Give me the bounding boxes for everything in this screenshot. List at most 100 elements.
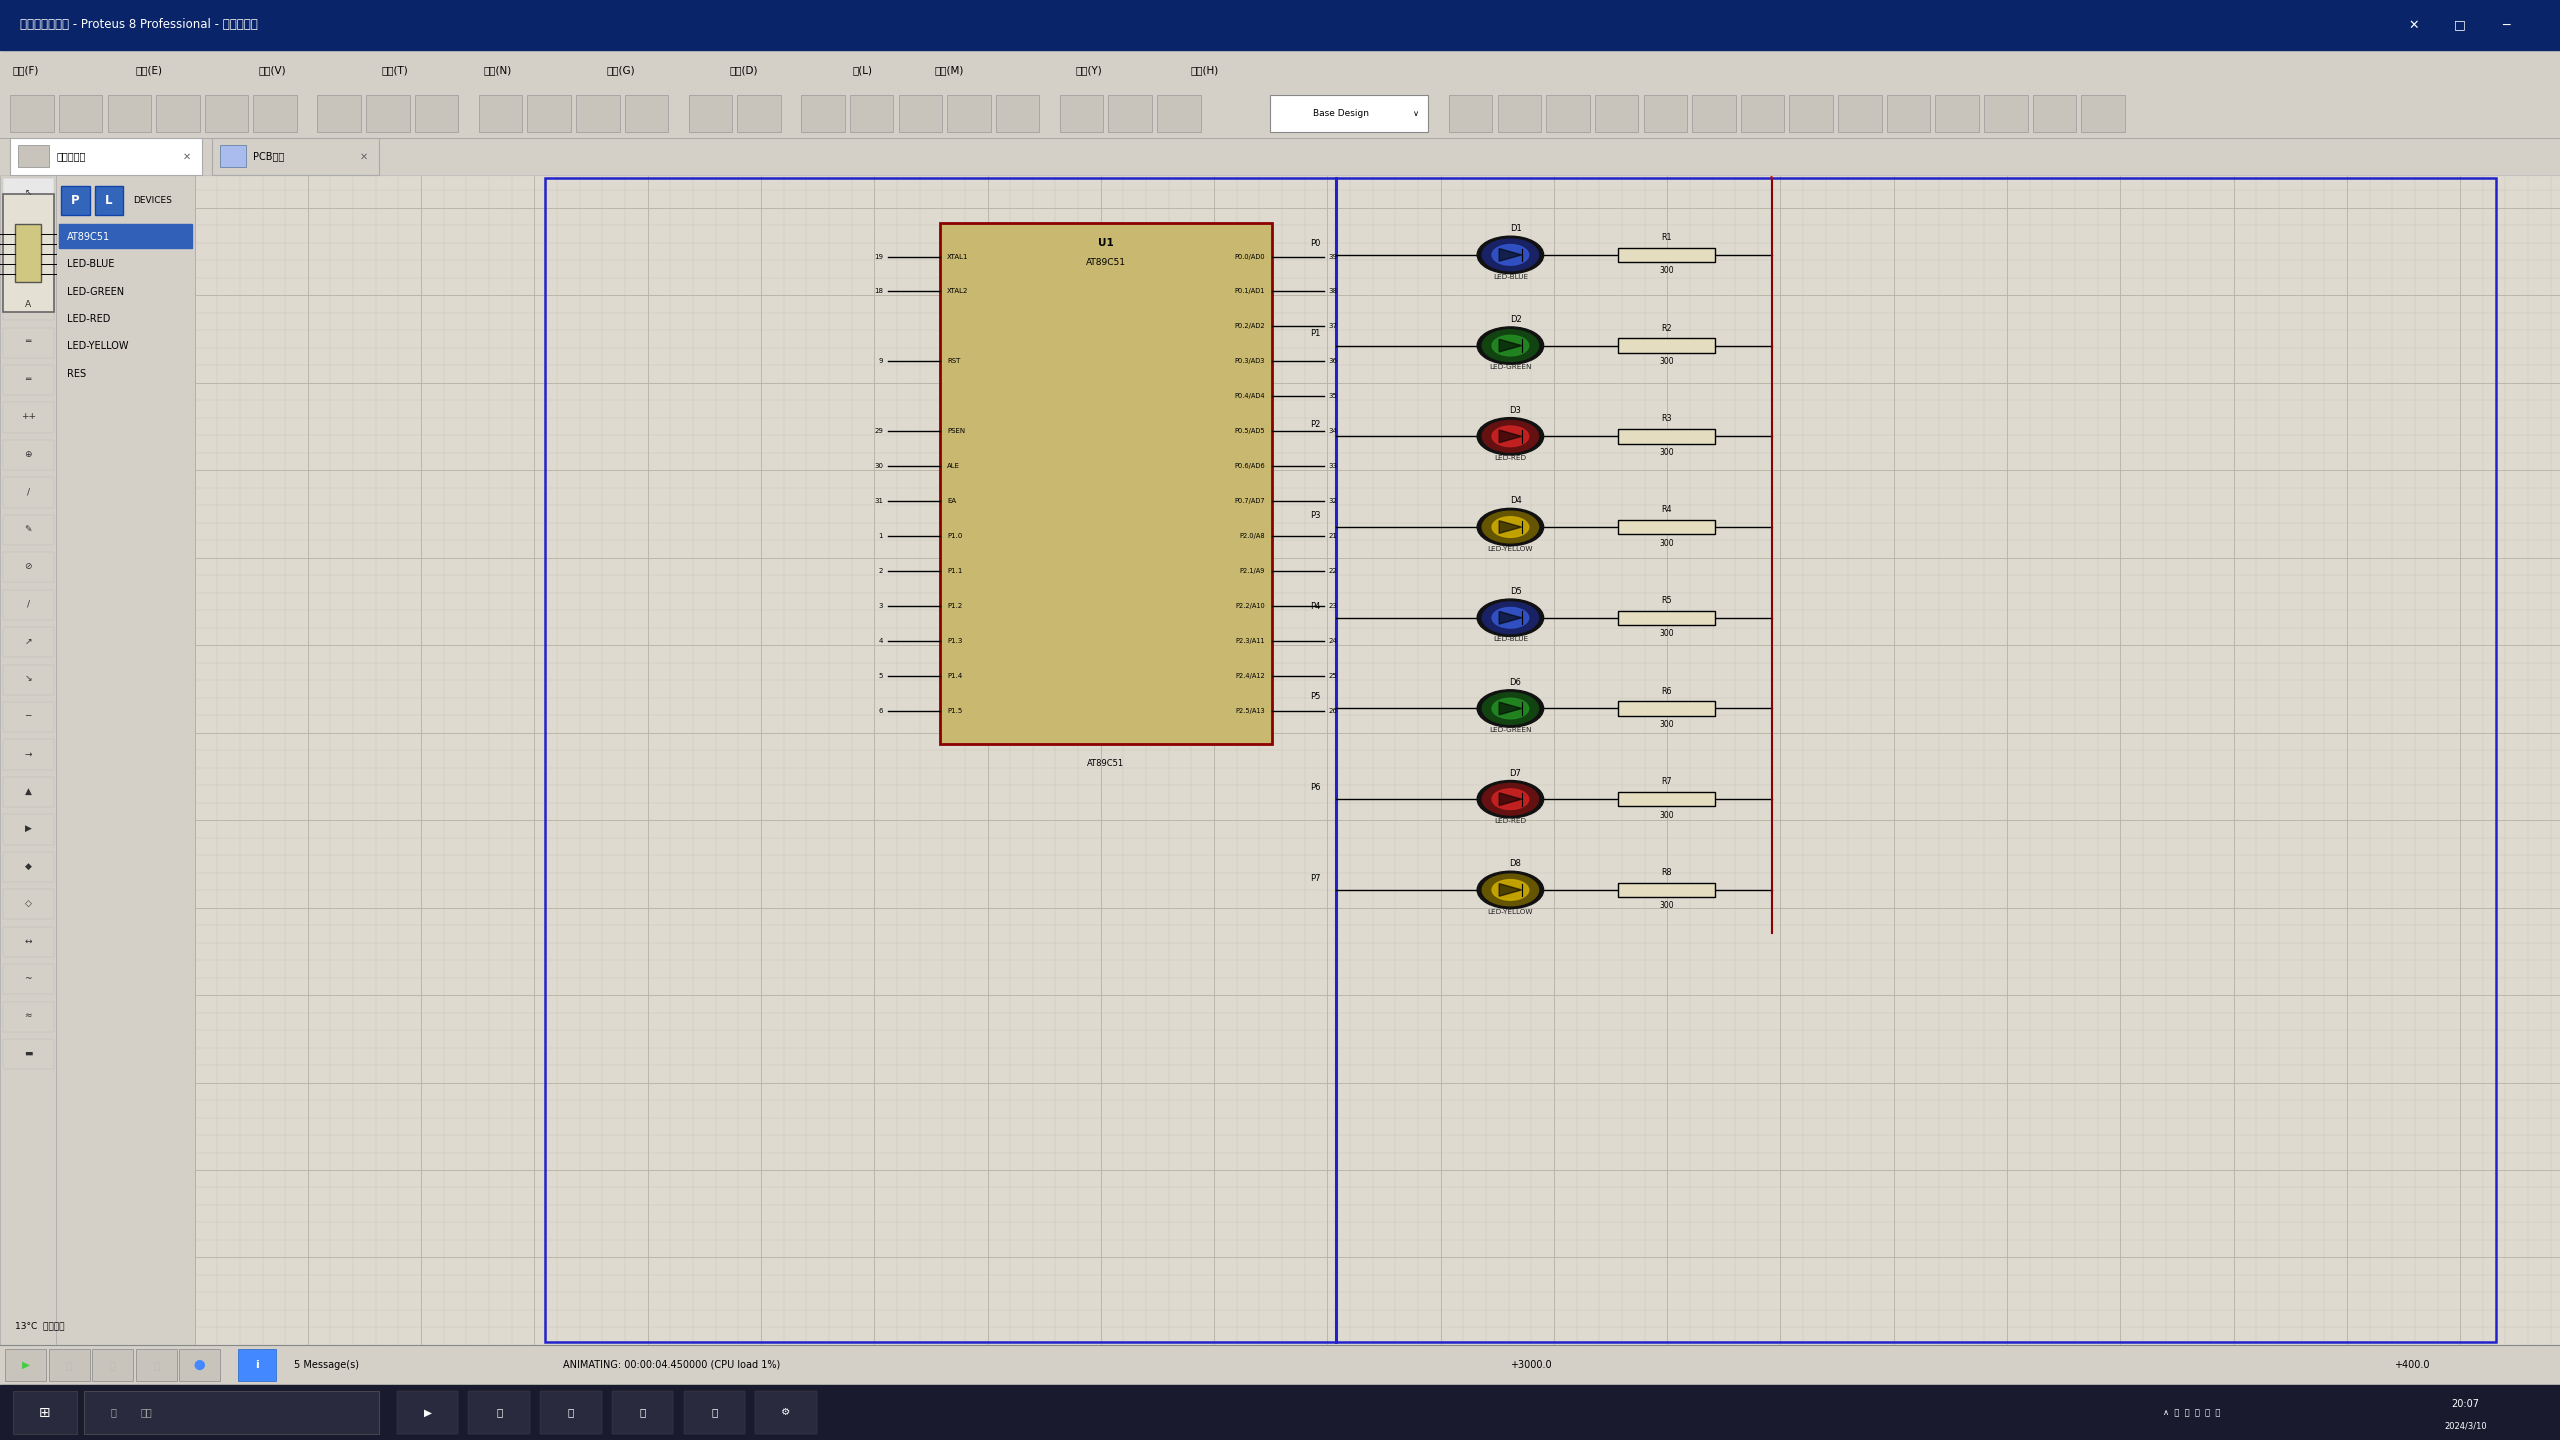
- Text: 搜索: 搜索: [141, 1407, 154, 1417]
- Bar: [3, 778, 54, 806]
- Text: DEVICES: DEVICES: [133, 196, 172, 206]
- Bar: [317, 95, 361, 132]
- Text: ═: ═: [26, 337, 31, 347]
- Bar: [1108, 95, 1152, 132]
- Bar: [3, 328, 54, 359]
- Text: P3: P3: [1311, 511, 1321, 520]
- Bar: [61, 187, 90, 216]
- Text: P1.1: P1.1: [947, 569, 963, 575]
- Text: 36: 36: [1329, 359, 1339, 364]
- Text: 原理图绘制: 原理图绘制: [56, 151, 84, 161]
- Bar: [3, 253, 54, 284]
- Text: LED-YELLOW: LED-YELLOW: [1487, 909, 1533, 914]
- Text: □: □: [2455, 19, 2465, 32]
- Circle shape: [1477, 327, 1544, 364]
- Text: 24: 24: [1329, 638, 1336, 644]
- Bar: [0, 50, 2560, 89]
- Bar: [801, 95, 845, 132]
- Text: 设计(N): 设计(N): [484, 65, 512, 75]
- Text: 📁: 📁: [497, 1407, 502, 1417]
- Circle shape: [1492, 336, 1528, 356]
- Text: RST: RST: [947, 359, 960, 364]
- Text: XTAL2: XTAL2: [947, 288, 968, 295]
- Polygon shape: [1500, 884, 1521, 896]
- Bar: [0, 174, 56, 1345]
- Text: XTAL1: XTAL1: [947, 253, 968, 261]
- Text: ANIMATING: 00:00:04.450000 (CPU load 1%): ANIMATING: 00:00:04.450000 (CPU load 1%): [563, 1359, 781, 1369]
- Bar: [195, 174, 2560, 1345]
- Bar: [1498, 95, 1541, 132]
- Text: A: A: [26, 300, 31, 310]
- Text: P1.2: P1.2: [947, 603, 963, 609]
- Circle shape: [1492, 245, 1528, 265]
- Text: ▶: ▶: [20, 1359, 31, 1369]
- Polygon shape: [1500, 793, 1521, 805]
- Text: LED-GREEN: LED-GREEN: [1490, 364, 1531, 370]
- Bar: [179, 1349, 220, 1381]
- Bar: [205, 95, 248, 132]
- Text: 26: 26: [1329, 708, 1336, 714]
- Text: 视图(V): 视图(V): [259, 65, 287, 75]
- Text: 30: 30: [873, 464, 883, 469]
- Text: LED-RED: LED-RED: [1495, 455, 1526, 461]
- Polygon shape: [1500, 431, 1521, 442]
- Text: D1: D1: [1510, 225, 1521, 233]
- Circle shape: [1492, 880, 1528, 900]
- Text: 📧: 📧: [640, 1407, 645, 1417]
- Bar: [10, 137, 202, 174]
- Text: LED-YELLOW: LED-YELLOW: [1487, 546, 1533, 552]
- Bar: [3, 740, 54, 769]
- Text: 库(L): 库(L): [852, 65, 873, 75]
- Text: ∨: ∨: [1413, 109, 1418, 118]
- Bar: [3, 888, 54, 920]
- Text: 4: 4: [878, 638, 883, 644]
- Bar: [3, 553, 54, 583]
- Circle shape: [1482, 239, 1539, 271]
- Bar: [3, 965, 54, 994]
- Bar: [59, 307, 192, 331]
- Text: 调试(D): 调试(D): [730, 65, 758, 75]
- Text: P2.2/A10: P2.2/A10: [1234, 603, 1265, 609]
- Text: R6: R6: [1661, 687, 1672, 696]
- Bar: [3, 628, 54, 657]
- Text: P1.3: P1.3: [947, 638, 963, 644]
- Text: ═: ═: [26, 374, 31, 384]
- Bar: [545, 177, 2496, 1342]
- Text: Base Design: Base Design: [1313, 109, 1370, 118]
- Text: P2.1/A9: P2.1/A9: [1239, 569, 1265, 575]
- Bar: [3, 516, 54, 546]
- Bar: [13, 1391, 77, 1434]
- Circle shape: [1477, 871, 1544, 909]
- Text: P7: P7: [1311, 874, 1321, 883]
- Bar: [3, 179, 54, 209]
- Text: ─: ─: [26, 711, 31, 721]
- Text: 29: 29: [876, 428, 883, 435]
- Text: 39: 39: [1329, 253, 1339, 261]
- Text: 300: 300: [1659, 539, 1674, 547]
- Bar: [84, 1391, 379, 1434]
- Bar: [59, 223, 192, 248]
- Circle shape: [1477, 508, 1544, 546]
- Text: AT89C51: AT89C51: [1085, 258, 1126, 266]
- Bar: [3, 291, 54, 321]
- Text: P2.5/A13: P2.5/A13: [1234, 708, 1265, 714]
- Text: P0: P0: [1311, 239, 1321, 248]
- Bar: [253, 95, 297, 132]
- Circle shape: [1482, 602, 1539, 634]
- Bar: [1644, 95, 1687, 132]
- Bar: [56, 174, 195, 1345]
- Bar: [3, 815, 54, 844]
- Text: 9: 9: [878, 359, 883, 364]
- Text: P1.5: P1.5: [947, 708, 963, 714]
- Text: D5: D5: [1510, 588, 1521, 596]
- Bar: [479, 95, 522, 132]
- Text: ✕: ✕: [182, 151, 192, 161]
- Bar: [108, 95, 151, 132]
- Text: 🔍: 🔍: [110, 1407, 115, 1417]
- Bar: [1692, 95, 1736, 132]
- Text: 🌐: 🌐: [568, 1407, 573, 1417]
- Bar: [59, 95, 102, 132]
- Bar: [3, 194, 54, 311]
- Text: →: →: [26, 749, 31, 759]
- Bar: [1741, 95, 1784, 132]
